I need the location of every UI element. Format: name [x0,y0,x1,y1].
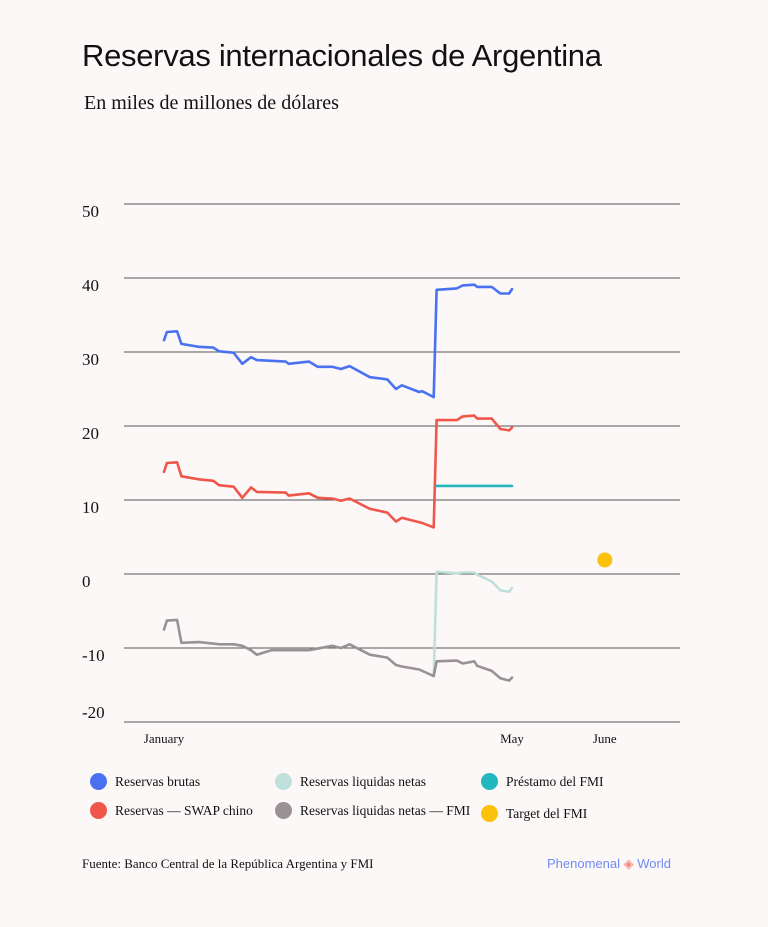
y-tick-label: 30 [82,350,99,369]
legend-label: Préstamo del FMI [506,773,604,789]
y-tick-label: 10 [82,498,99,517]
y-tick-label: -10 [82,646,105,665]
legend-item: Reservas — SWAP chino [90,802,253,819]
brand-logo: Phenomenal ◈ World [547,856,671,872]
y-tick-label: -20 [82,703,105,722]
chart-title: Reservas internacionales de Argentina [82,38,602,73]
brand-left: Phenomenal [547,856,620,871]
series-line-reservas-swap-chino [162,414,514,529]
series-line-reservas-brutas [162,283,514,399]
legend-item: Reservas liquidas netas — FMI [275,802,470,819]
legend-swatch-icon [90,802,107,819]
legend-item: Reservas liquidas netas [275,773,426,790]
x-tick-label: May [500,731,524,746]
legend-swatch-icon [481,773,498,790]
legend-label: Target del FMI [506,805,588,821]
brand-right: World [637,856,671,871]
legend-label: Reservas brutas [115,773,201,789]
legend-swatch-icon [481,805,498,822]
legend-swatch-icon [275,773,292,790]
y-tick-label: 20 [82,424,99,443]
y-tick-label: 50 [82,202,99,221]
legend-swatch-icon [90,773,107,790]
series-line-reservas-liquidas-netas [432,570,514,678]
x-tick-label: January [144,731,185,746]
y-tick-label: 40 [82,276,99,295]
legend-label: Reservas — SWAP chino [115,802,253,818]
source-note: Fuente: Banco Central de la República Ar… [82,856,374,871]
x-tick-label: June [593,731,617,746]
brand-diamond-icon: ◈ [623,856,634,871]
legend-label: Reservas liquidas netas — FMI [300,802,471,818]
chart-subtitle: En miles de millones de dólares [84,92,339,114]
legend-item: Préstamo del FMI [481,773,604,790]
y-tick-label: 0 [82,572,91,591]
series-line-reservas-liquidas-netas-fmi [162,618,514,682]
legend-swatch-icon [275,802,292,819]
legend-item: Target del FMI [481,805,587,822]
legend-label: Reservas liquidas netas [300,773,426,789]
point-target-del-fmi [597,552,613,568]
legend-item: Reservas brutas [90,773,200,790]
